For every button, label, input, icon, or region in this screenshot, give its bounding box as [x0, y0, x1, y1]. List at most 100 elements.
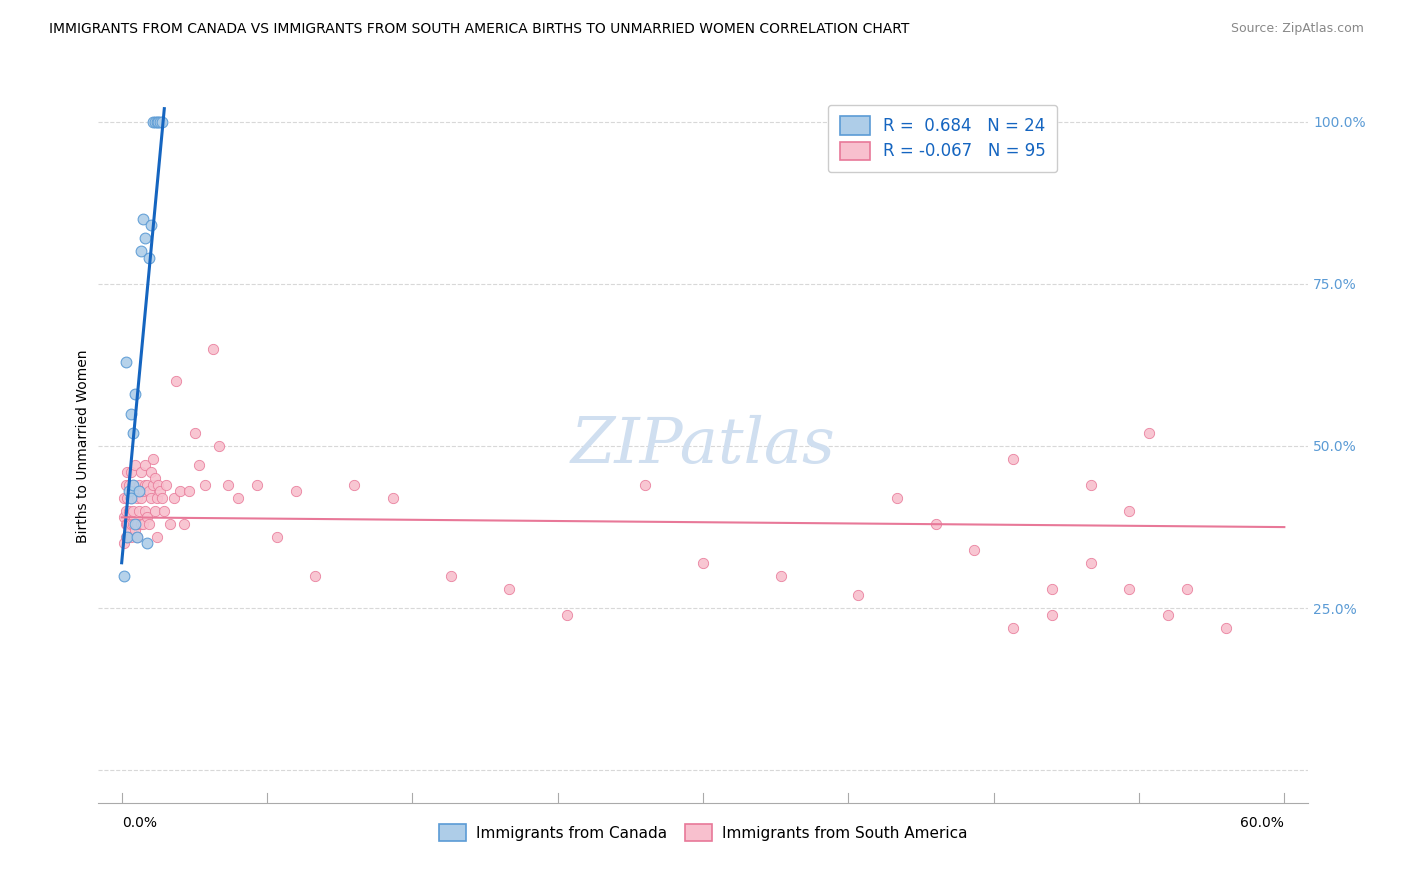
Point	[135, 478, 157, 492]
Point	[1118, 504, 1140, 518]
Text: 60.0%: 60.0%	[1240, 816, 1284, 830]
Point	[692, 556, 714, 570]
Point	[132, 484, 155, 499]
Point	[129, 465, 152, 479]
Point	[112, 536, 135, 550]
Point	[143, 504, 166, 518]
Point	[159, 516, 181, 531]
Point	[124, 516, 146, 531]
Point	[127, 516, 149, 531]
Point	[169, 484, 191, 499]
Point	[1002, 621, 1025, 635]
Point	[145, 491, 167, 505]
Point	[924, 516, 946, 531]
Point	[112, 491, 135, 505]
Point	[1080, 556, 1102, 570]
Point	[304, 568, 326, 582]
Point	[134, 504, 156, 518]
Point	[1137, 425, 1160, 440]
Point	[1118, 582, 1140, 596]
Point	[381, 491, 404, 505]
Point	[1177, 582, 1199, 596]
Point	[148, 114, 170, 128]
Point	[132, 211, 155, 226]
Point	[124, 387, 146, 401]
Point	[117, 491, 139, 505]
Point	[127, 491, 149, 505]
Point	[142, 478, 165, 492]
Point	[120, 465, 142, 479]
Point	[143, 471, 166, 485]
Text: 0.0%: 0.0%	[122, 816, 156, 830]
Point	[139, 219, 162, 233]
Point	[557, 607, 579, 622]
Point	[114, 516, 136, 531]
Legend: Immigrants from Canada, Immigrants from South America: Immigrants from Canada, Immigrants from …	[432, 817, 974, 848]
Point	[440, 568, 463, 582]
Point	[1080, 478, 1102, 492]
Point	[114, 504, 136, 518]
Point	[124, 524, 146, 538]
Point	[122, 478, 145, 492]
Point	[148, 478, 170, 492]
Point	[122, 425, 145, 440]
Point	[114, 478, 136, 492]
Point	[120, 491, 142, 505]
Point	[127, 530, 149, 544]
Point	[114, 354, 136, 368]
Point	[128, 504, 150, 518]
Point	[129, 491, 152, 505]
Point	[120, 407, 142, 421]
Point	[122, 478, 145, 492]
Point	[134, 231, 156, 245]
Point	[118, 504, 141, 518]
Point	[114, 530, 136, 544]
Point	[120, 491, 142, 505]
Point	[117, 530, 139, 544]
Point	[143, 114, 166, 128]
Point	[184, 425, 207, 440]
Point	[120, 516, 142, 531]
Point	[142, 452, 165, 467]
Point	[149, 484, 172, 499]
Text: Source: ZipAtlas.com: Source: ZipAtlas.com	[1230, 22, 1364, 36]
Point	[124, 484, 146, 499]
Point	[145, 530, 167, 544]
Point	[1040, 582, 1063, 596]
Point	[769, 568, 792, 582]
Point	[118, 524, 141, 538]
Point	[155, 478, 177, 492]
Point	[138, 251, 160, 265]
Point	[1157, 607, 1180, 622]
Point	[134, 478, 156, 492]
Point	[153, 504, 176, 518]
Point	[165, 374, 187, 388]
Point	[634, 478, 657, 492]
Point	[120, 530, 142, 544]
Point	[139, 491, 162, 505]
Point	[207, 439, 229, 453]
Point	[217, 478, 239, 492]
Point	[124, 458, 146, 473]
Point	[134, 458, 156, 473]
Point	[1040, 607, 1063, 622]
Point	[117, 465, 139, 479]
Point	[150, 114, 173, 128]
Point	[145, 114, 167, 128]
Point	[127, 530, 149, 544]
Point	[1215, 621, 1237, 635]
Point	[163, 491, 186, 505]
Point	[117, 530, 139, 544]
Point	[179, 484, 201, 499]
Text: IMMIGRANTS FROM CANADA VS IMMIGRANTS FROM SOUTH AMERICA BIRTHS TO UNMARRIED WOME: IMMIGRANTS FROM CANADA VS IMMIGRANTS FRO…	[49, 22, 910, 37]
Point	[118, 478, 141, 492]
Point	[122, 516, 145, 531]
Point	[112, 568, 135, 582]
Point	[128, 484, 150, 499]
Point	[285, 484, 308, 499]
Point	[201, 342, 224, 356]
Y-axis label: Births to Unmarried Women: Births to Unmarried Women	[76, 350, 90, 542]
Point	[194, 478, 217, 492]
Point	[122, 504, 145, 518]
Point	[149, 114, 172, 128]
